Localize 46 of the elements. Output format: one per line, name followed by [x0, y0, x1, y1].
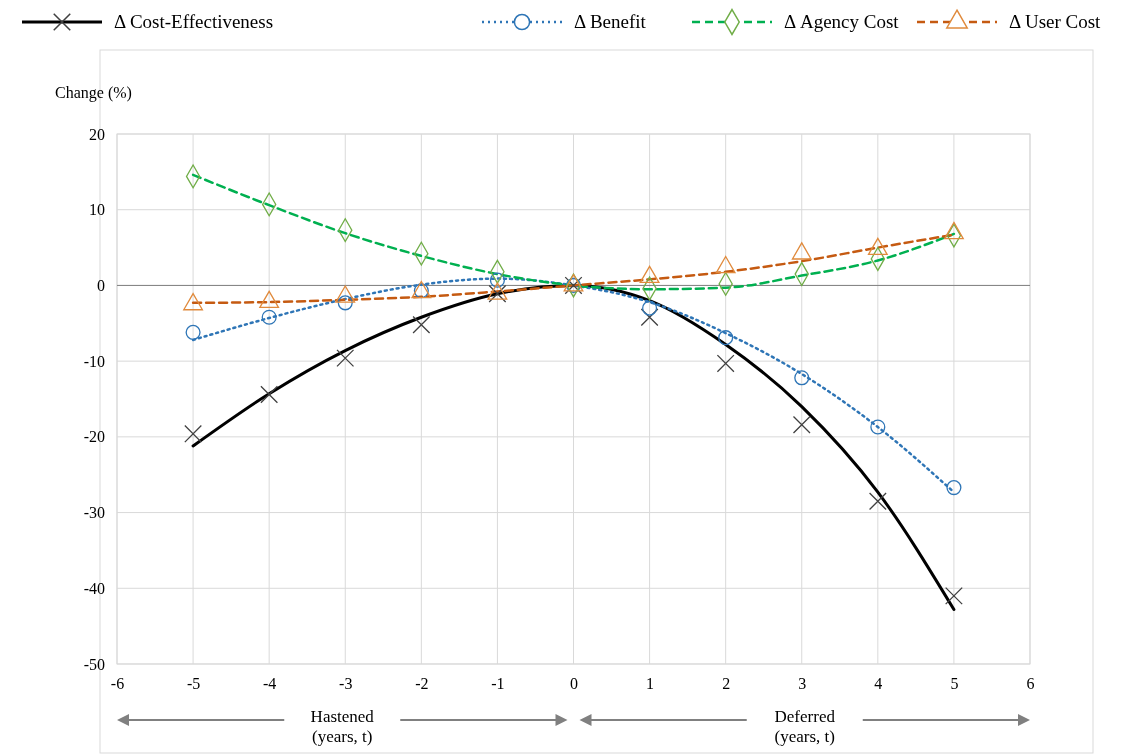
y-tick-label: 10	[89, 201, 105, 219]
point	[945, 586, 963, 605]
point	[716, 354, 735, 373]
point	[489, 272, 505, 288]
y-tick-label: -40	[83, 579, 105, 597]
x-tick-label: -4	[263, 675, 277, 693]
x-tick-label: 5	[950, 675, 959, 693]
x-tick-label: 2	[722, 675, 731, 693]
point	[184, 424, 202, 443]
x-tick-label: 1	[646, 675, 655, 693]
point	[412, 315, 431, 334]
legend-label: Δ User Cost	[1009, 11, 1102, 32]
point	[792, 415, 811, 434]
point	[337, 295, 353, 311]
legend-label: Δ Agency Cost	[784, 11, 900, 32]
y-tick-label: 0	[97, 277, 105, 295]
point	[260, 385, 279, 404]
legend-label: Δ Cost-Effectiveness	[114, 11, 274, 32]
y-tick-label: 20	[89, 125, 105, 143]
x-tick-label: 4	[874, 675, 883, 693]
point	[642, 300, 658, 316]
legend-label: Δ Benefit	[574, 11, 647, 32]
point	[185, 324, 201, 340]
y-tick-label: -50	[83, 655, 105, 673]
point	[261, 309, 277, 325]
point	[870, 419, 886, 435]
y-axis-title: Change (%)	[55, 84, 132, 102]
x-tick-label: 3	[798, 675, 807, 693]
x-tick-label: -2	[415, 675, 429, 693]
y-tick-label: -30	[83, 504, 105, 522]
point	[868, 492, 887, 511]
x-tick-label: -1	[491, 675, 505, 693]
x-tick-label: -6	[110, 675, 125, 693]
y-tick-label: -10	[83, 352, 105, 370]
point	[336, 349, 355, 368]
point	[718, 330, 734, 346]
x-tick-label: 0	[570, 675, 578, 693]
text: Deferred (years, t)	[774, 707, 836, 746]
x-tick-label: -3	[339, 675, 353, 693]
text: Hastened (years, t)	[310, 707, 375, 746]
x-tick-label: -5	[186, 675, 201, 693]
point	[946, 480, 962, 496]
y-tick-label: -20	[83, 428, 105, 446]
point	[794, 370, 810, 386]
point	[640, 308, 659, 327]
x-tick-label: 6	[1026, 675, 1035, 693]
